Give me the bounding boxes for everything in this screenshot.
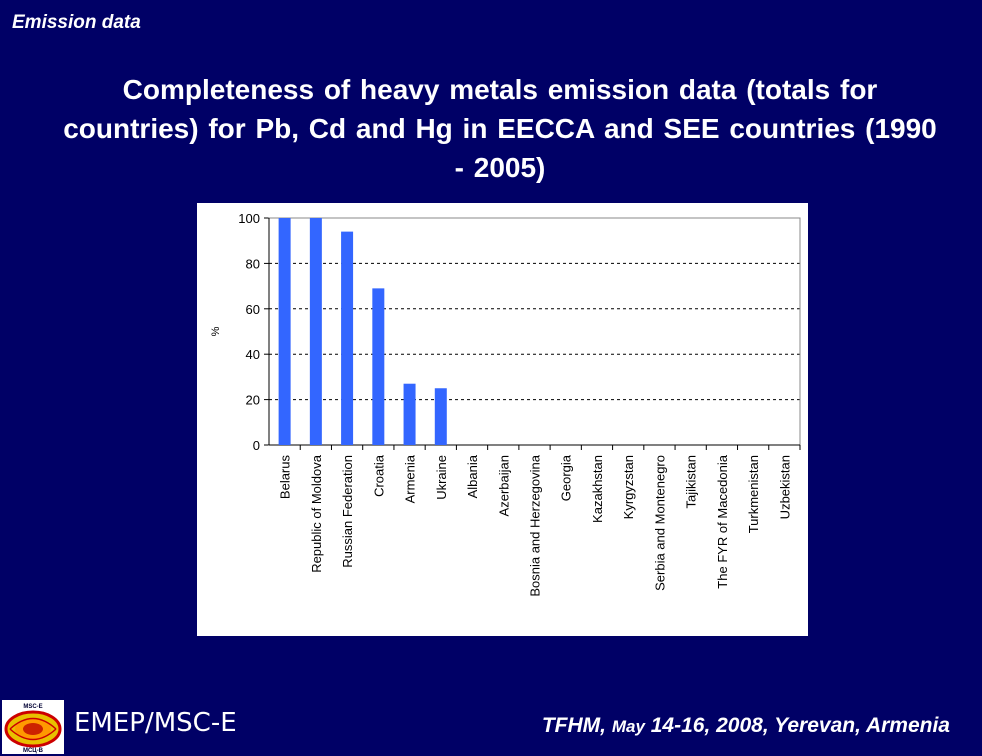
event-label: TFHM, May 14-16, 2008, Yerevan, Armenia [542, 714, 950, 738]
section-label: Emission data [12, 12, 141, 33]
event-month: May [611, 717, 645, 736]
x-tick-label: Turkmenistan [746, 455, 761, 533]
y-tick-label: 0 [253, 438, 260, 453]
y-axis-label: % [210, 326, 222, 336]
x-tick-label: Uzbekistan [777, 455, 792, 519]
logo-text-bottom: МСЦ-В [23, 748, 44, 754]
x-tick-label: Republic of Moldova [309, 454, 324, 573]
bar [403, 383, 416, 445]
x-tick-label: Armenia [403, 454, 418, 503]
bar [278, 218, 291, 445]
y-tick-label: 100 [238, 211, 260, 226]
x-tick-label: Georgia [559, 454, 574, 501]
bar [434, 388, 447, 445]
chart-panel: 0 20 40 60 80 100% Belarus Republic of Moldova R… [197, 203, 808, 636]
x-tick-label: Kyrgyzstan [621, 455, 636, 519]
page-title: Completeness of heavy metals emission da… [63, 74, 937, 183]
logo-text-top: MSC-E [23, 704, 42, 710]
x-tick-label: The FYR of Macedonia [715, 454, 730, 588]
y-tick-label: 80 [246, 256, 260, 271]
y-tick-label: 60 [246, 302, 260, 317]
x-tick-label: Kazakhstan [590, 455, 605, 523]
x-tick-label: Belarus [278, 455, 293, 500]
organization-label: EMEP/MSC-E [74, 708, 237, 738]
bar [341, 231, 354, 445]
x-tick-label: Russian Federation [340, 455, 355, 568]
x-tick-label: Bosnia and Herzegovina [528, 454, 543, 596]
x-tick-label: Serbia and Montenegro [652, 455, 667, 591]
x-tick-label: Tajikistan [684, 455, 699, 508]
bar-chart: 0 20 40 60 80 100% Belarus Republic of Moldova R… [210, 211, 801, 597]
x-tick-label: Ukraine [434, 455, 449, 500]
event-part1: TFHM, [541, 714, 612, 737]
bar [309, 218, 322, 445]
event-part2: 14-16, 2008, Yerevan, Armenia [644, 714, 950, 737]
msc-e-globe-logo: MSC-E МСЦ-В [2, 700, 64, 754]
y-tick-label: 40 [246, 347, 260, 362]
x-tick-label: Croatia [371, 454, 386, 497]
x-tick-label: Albania [465, 454, 480, 498]
bar [372, 288, 385, 445]
x-tick-label: Azerbaijan [496, 455, 511, 516]
y-tick-label: 20 [246, 393, 260, 408]
